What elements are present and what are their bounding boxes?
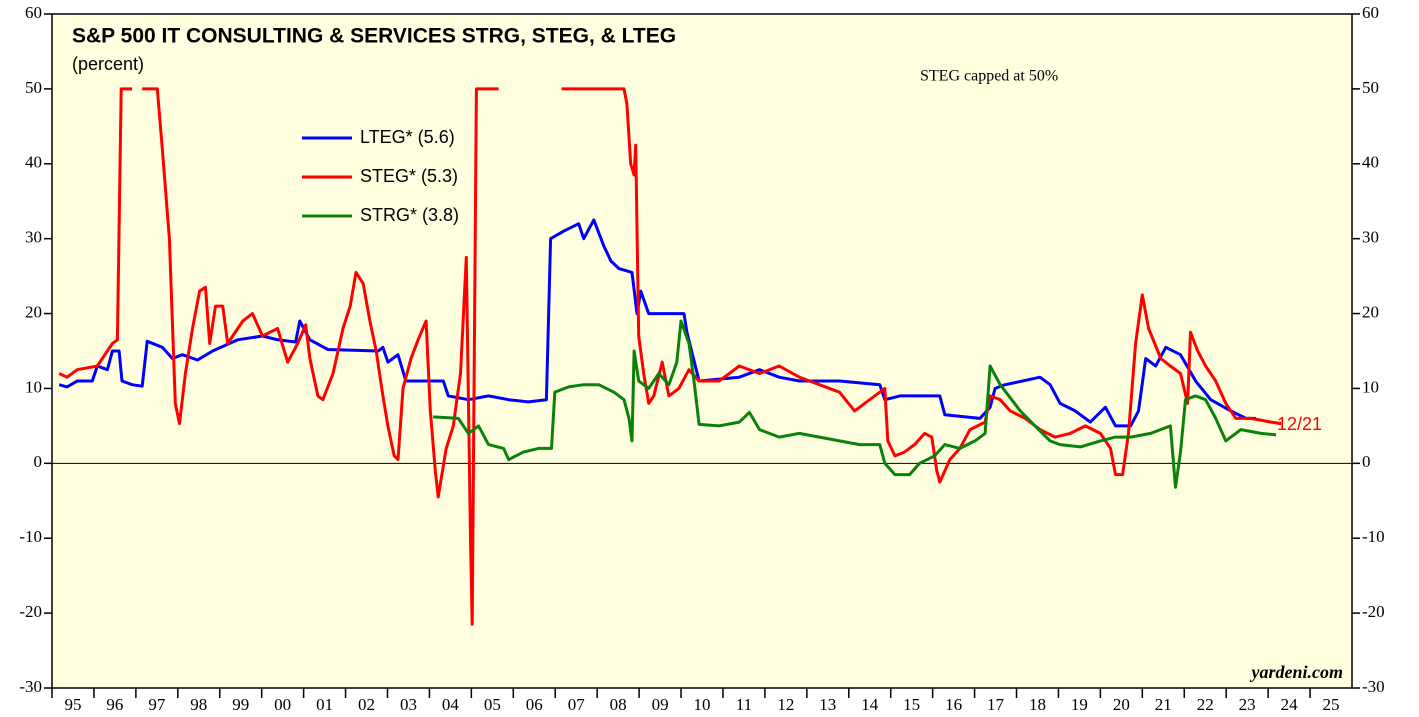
x-tick-label: 25 (1323, 695, 1340, 714)
x-tick-label: 23 (1239, 695, 1256, 714)
y-tick-label: 60 (25, 3, 42, 22)
y2-tick-label: -10 (1362, 527, 1385, 546)
y-tick-label: -10 (19, 527, 42, 546)
y2-tick-label: 20 (1362, 302, 1379, 321)
y2-tick-label: 30 (1362, 228, 1379, 247)
chart-subtitle: (percent) (72, 54, 144, 74)
x-tick-label: 16 (945, 695, 962, 714)
legend-label: STRG* (3.8) (360, 205, 459, 225)
legend-label: LTEG* (5.6) (360, 127, 455, 147)
legend-label: STEG* (5.3) (360, 166, 458, 186)
y-tick-label: -20 (19, 602, 42, 621)
x-tick-label: 06 (526, 695, 543, 714)
y-tick-label: 40 (25, 153, 42, 172)
y2-tick-label: 10 (1362, 377, 1379, 396)
x-tick-label: 01 (316, 695, 333, 714)
series-lines (58, 87, 1282, 626)
x-tick-label: 00 (274, 695, 291, 714)
x-tick-label: 02 (358, 695, 375, 714)
x-tick-label: 07 (568, 695, 586, 714)
annotation: STEG capped at 50% (920, 68, 1058, 85)
y2-tick-label: 50 (1362, 78, 1379, 97)
y-tick-label: 10 (25, 377, 42, 396)
y-tick-label: -30 (19, 677, 42, 696)
x-tick-label: 98 (190, 695, 207, 714)
y2-tick-label: 0 (1362, 452, 1371, 471)
y2-tick-label: -20 (1362, 602, 1385, 621)
y2-tick-label: -30 (1362, 677, 1385, 696)
x-tick-label: 15 (903, 695, 920, 714)
series-line (58, 87, 1282, 626)
date-label: 12/21 (1277, 414, 1322, 434)
legend: LTEG* (5.6) STEG* (5.3) STRG* (3.8) (302, 127, 459, 225)
x-tick-label: 17 (987, 695, 1005, 714)
x-tick-label: 20 (1113, 695, 1130, 714)
y2-tick-label: 40 (1362, 153, 1379, 172)
x-tick-label: 96 (106, 695, 123, 714)
x-tick-label: 10 (694, 695, 711, 714)
x-tick-label: 22 (1197, 695, 1214, 714)
y-tick-label: 30 (25, 228, 42, 247)
chart-title: S&P 500 IT CONSULTING & SERVICES STRG, S… (72, 25, 676, 48)
x-tick-label: 97 (148, 695, 166, 714)
x-tick-label: 08 (610, 695, 627, 714)
x-tick-label: 18 (1029, 695, 1046, 714)
x-tick-label: 19 (1071, 695, 1088, 714)
x-tick-label: 13 (819, 695, 836, 714)
x-tick-label: 11 (736, 695, 752, 714)
x-tick-label: 14 (861, 695, 879, 714)
series-line (433, 319, 1277, 489)
x-tick-label: 09 (652, 695, 669, 714)
y-tick-label: 20 (25, 302, 42, 321)
source: yardeni.com (1250, 662, 1344, 682)
x-tick-label: 04 (442, 695, 460, 714)
x-tick-label: 99 (232, 695, 249, 714)
series-line (58, 218, 1256, 428)
x-tick-label: 21 (1155, 695, 1172, 714)
x-tick-label: 03 (400, 695, 417, 714)
x-tick-label: 12 (777, 695, 794, 714)
x-tick-label: 24 (1281, 695, 1299, 714)
x-tick-label: 05 (484, 695, 501, 714)
y2-tick-label: 60 (1362, 3, 1379, 22)
y-tick-label: 50 (25, 78, 42, 97)
x-tick-label: 95 (64, 695, 81, 714)
y-tick-label: 0 (34, 452, 43, 471)
